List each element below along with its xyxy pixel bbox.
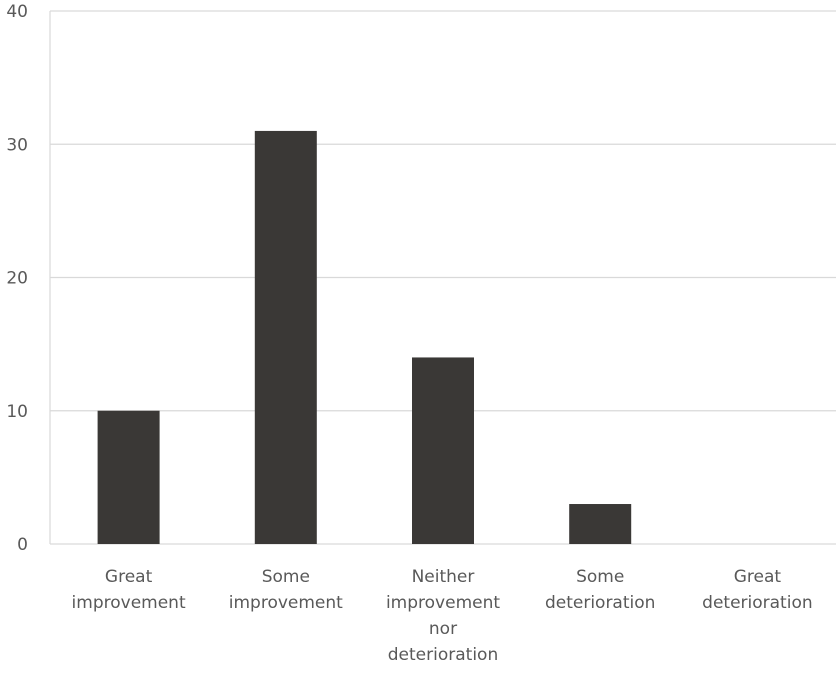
bar	[569, 504, 632, 544]
y-axis-ticks: 0 10 20 30 40	[6, 2, 28, 555]
y-tick-label: 0	[17, 535, 28, 555]
bar	[254, 130, 317, 545]
bars	[97, 130, 632, 545]
x-category-label: Great improvement	[72, 567, 186, 613]
x-category-label: Some deterioration	[545, 567, 655, 613]
bar	[97, 410, 160, 544]
x-category-label: Neither improvement nor deterioration	[386, 567, 500, 665]
y-tick-label: 40	[6, 2, 28, 22]
bar	[412, 357, 474, 544]
x-category-label: Great deterioration	[702, 567, 812, 613]
x-axis-category-labels: Great improvement Some improvement Neither im…	[72, 567, 813, 665]
y-tick-label: 30	[6, 135, 28, 155]
y-tick-label: 20	[6, 269, 28, 289]
y-tick-label: 10	[6, 402, 28, 422]
x-category-label: Some improvement	[229, 567, 343, 613]
